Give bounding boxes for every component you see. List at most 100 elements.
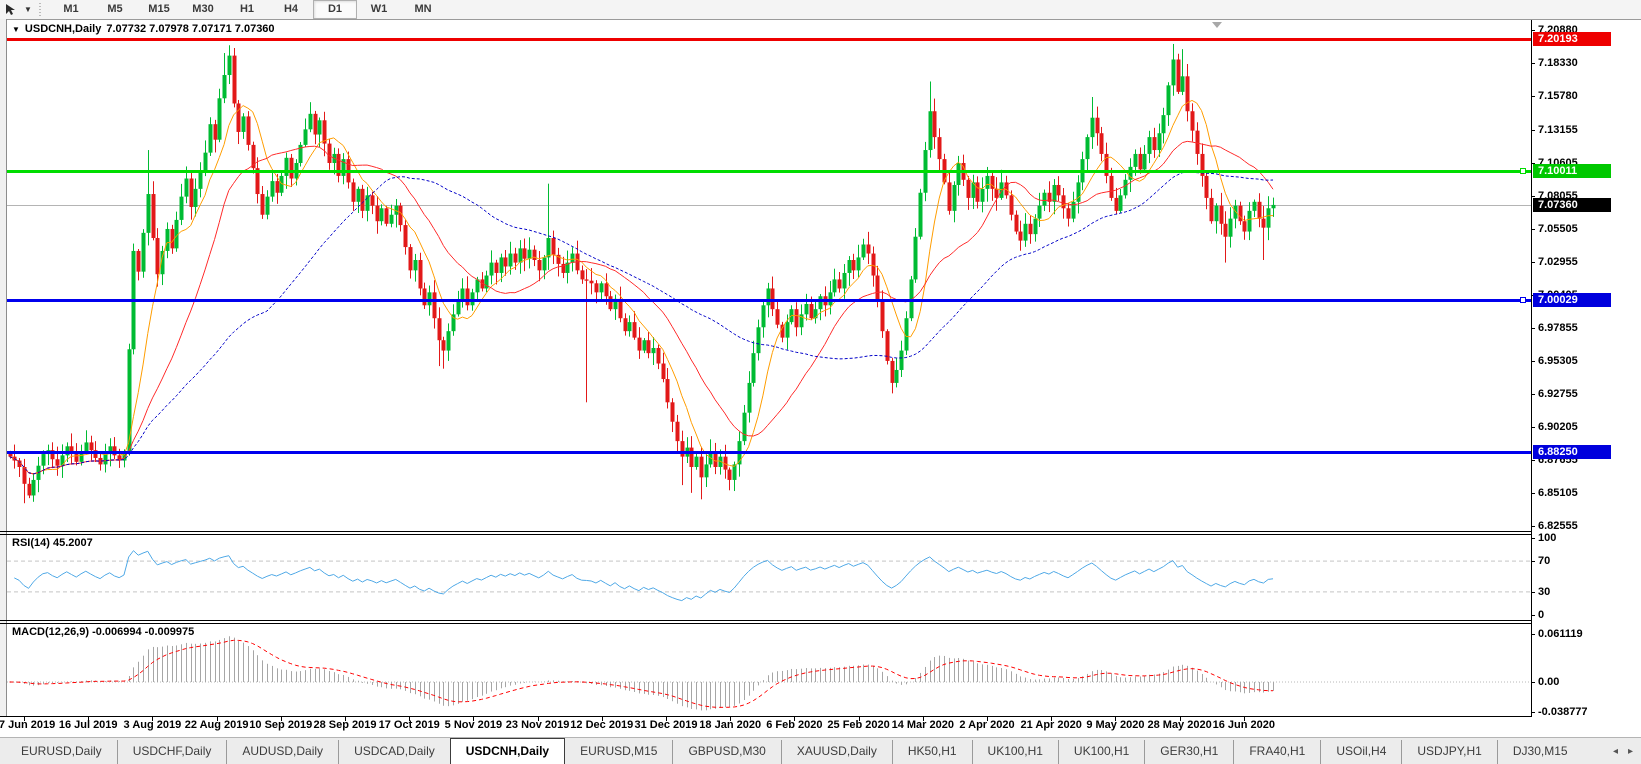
tab-eurusd-daily[interactable]: EURUSD,Daily <box>21 744 102 758</box>
price-tick-label: 7.05505 <box>1538 222 1578 235</box>
tab-usdjpy-h1[interactable]: USDJPY,H1 <box>1401 740 1496 764</box>
date-tick-mark <box>88 717 89 721</box>
symbol-tab-bar: EURUSD,Daily USDCHF,Daily AUDUSD,Daily U… <box>0 737 1641 764</box>
price-tick-mark <box>1531 427 1535 428</box>
price-level-badge: 7.07360 <box>1533 197 1611 212</box>
price-level-badge: 6.88250 <box>1533 445 1611 460</box>
rsi-tick-mark <box>1531 538 1535 539</box>
date-label: 12 Dec 2019 <box>570 719 634 731</box>
tab-uk100-h1[interactable]: UK100,H1 <box>971 740 1058 764</box>
date-label: 16 Jul 2019 <box>58 719 118 731</box>
tab-eurusd-m15[interactable]: EURUSD,M15 <box>580 744 658 758</box>
tool-dropdown-caret-icon[interactable]: ▼ <box>24 5 32 14</box>
tab-dj30-m15[interactable]: DJ30,M15 <box>1496 740 1583 764</box>
date-tick-mark <box>666 717 667 721</box>
chart-window-left-border <box>0 19 7 717</box>
date-tick-mark <box>409 717 410 721</box>
line-edit-handle[interactable] <box>1520 296 1526 303</box>
rsi-pane-top-border <box>0 534 1531 535</box>
date-tick-mark <box>923 717 924 721</box>
timeframe-button-m15[interactable]: M15 <box>148 3 170 15</box>
timeframe-button-h1[interactable]: H1 <box>239 3 255 15</box>
tab-gbpusd-m30[interactable]: GBPUSD,M30 <box>672 740 780 764</box>
chart-canvas[interactable] <box>7 20 1531 716</box>
tab-uk100-h1-2[interactable]: UK100,H1 <box>1057 740 1144 764</box>
date-tick-mark <box>538 717 539 721</box>
price-tick-label: 6.90205 <box>1538 420 1578 433</box>
date-tick-mark <box>730 717 731 721</box>
price-tick-label: 6.95305 <box>1538 354 1578 367</box>
tab-xauusd-daily[interactable]: XAUUSD,Daily <box>780 740 892 764</box>
rsi-tick-label: 0 <box>1538 609 1545 621</box>
timeframe-button-h4[interactable]: H4 <box>283 3 299 15</box>
date-tick-mark <box>602 717 603 721</box>
tab-usdcnh-daily[interactable]: USDCNH,Daily <box>449 738 566 764</box>
price-tick-mark <box>1531 196 1535 197</box>
chart-window-top-border <box>0 19 1641 20</box>
rsi-indicator-label: RSI(14) 45.2007 <box>12 537 93 549</box>
macd-pane-top-border <box>0 623 1531 624</box>
timeframe-button-m1[interactable]: M1 <box>63 3 79 15</box>
chart-title-caret-icon[interactable]: ▼ <box>12 24 20 34</box>
tab-usdcad-daily[interactable]: USDCAD,Daily <box>338 740 450 764</box>
date-tick-mark <box>217 717 218 721</box>
price-tick-label: 6.82555 <box>1538 519 1578 532</box>
price-level-badge: 7.10011 <box>1533 163 1611 178</box>
date-tick-mark <box>345 717 346 721</box>
timeframe-button-d1[interactable]: D1 <box>313 0 357 19</box>
tab-usdchf-daily[interactable]: USDCHF,Daily <box>116 740 227 764</box>
date-label: 14 Mar 2020 <box>891 719 954 731</box>
date-tick-mark <box>987 717 988 721</box>
line-edit-handle[interactable] <box>1520 167 1526 174</box>
date-label: 2 Apr 2020 <box>959 719 1015 731</box>
price-tick-mark <box>1531 328 1535 329</box>
date-label: 25 Feb 2020 <box>827 719 890 731</box>
chart-shift-marker[interactable] <box>1212 22 1222 28</box>
tab-ger30-h1[interactable]: GER30,H1 <box>1144 740 1233 764</box>
tab-scroll-right-icon[interactable]: ▸ <box>1627 746 1633 757</box>
date-tick-mark <box>281 717 282 721</box>
date-label: 31 Dec 2019 <box>634 719 698 731</box>
price-tick-mark <box>1531 63 1535 64</box>
price-level-badge: 7.20193 <box>1533 31 1611 46</box>
toolbar-gripper[interactable] <box>38 2 43 17</box>
tab-usoil-h4[interactable]: USOil,H4 <box>1320 740 1401 764</box>
chart-symbol-label: USDCNH,Daily <box>24 23 102 35</box>
main-rsi-splitter[interactable] <box>0 531 1531 532</box>
price-tick-label: 6.85105 <box>1538 486 1578 499</box>
tab-fra40-h1[interactable]: FRA40,H1 <box>1233 740 1320 764</box>
date-label: 27 Jun 2019 <box>0 719 56 731</box>
chart-cursor-icon[interactable] <box>0 1 22 18</box>
tab-hk50-h1[interactable]: HK50,H1 <box>891 740 972 764</box>
timeframe-button-m5[interactable]: M5 <box>107 3 123 15</box>
timeframe-button-w1[interactable]: W1 <box>370 3 388 15</box>
macd-tick-mark <box>1531 634 1535 635</box>
tab-audusd-daily[interactable]: AUDUSD,Daily <box>226 740 338 764</box>
date-tick-mark <box>1115 717 1116 721</box>
price-tick-mark <box>1531 163 1535 164</box>
price-tick-label: 7.18330 <box>1538 56 1578 69</box>
timeframe-button-m30[interactable]: M30 <box>192 3 214 15</box>
date-tick-mark <box>1244 717 1245 721</box>
price-tick-mark <box>1531 262 1535 263</box>
price-tick-label: 6.92755 <box>1538 387 1578 400</box>
date-tick-mark <box>859 717 860 721</box>
date-label: 10 Sep 2019 <box>249 719 313 731</box>
macd-tick-label: 0.00 <box>1538 676 1560 688</box>
timeframe-button-mn[interactable]: MN <box>414 3 432 15</box>
rsi-tick-label: 70 <box>1538 555 1551 568</box>
price-tick-mark <box>1531 130 1535 131</box>
price-tick-mark <box>1531 493 1535 494</box>
chart-ohlc-values: 7.07732 7.07978 7.07171 7.07360 <box>106 23 275 35</box>
price-tick-label: 6.97855 <box>1538 321 1578 334</box>
date-label: 18 Jan 2020 <box>699 719 762 731</box>
price-tick-label: 7.13155 <box>1538 123 1578 136</box>
chart-title: ▼ USDCNH,Daily 7.07732 7.07978 7.07171 7… <box>12 23 275 35</box>
rsi-macd-splitter[interactable] <box>0 620 1531 621</box>
rsi-tick-mark <box>1531 615 1535 616</box>
rsi-tick-mark <box>1531 592 1535 593</box>
tab-scroll-left-icon[interactable]: ◂ <box>1612 746 1618 757</box>
price-tick-mark <box>1531 229 1535 230</box>
date-label: 23 Nov 2019 <box>505 719 570 731</box>
